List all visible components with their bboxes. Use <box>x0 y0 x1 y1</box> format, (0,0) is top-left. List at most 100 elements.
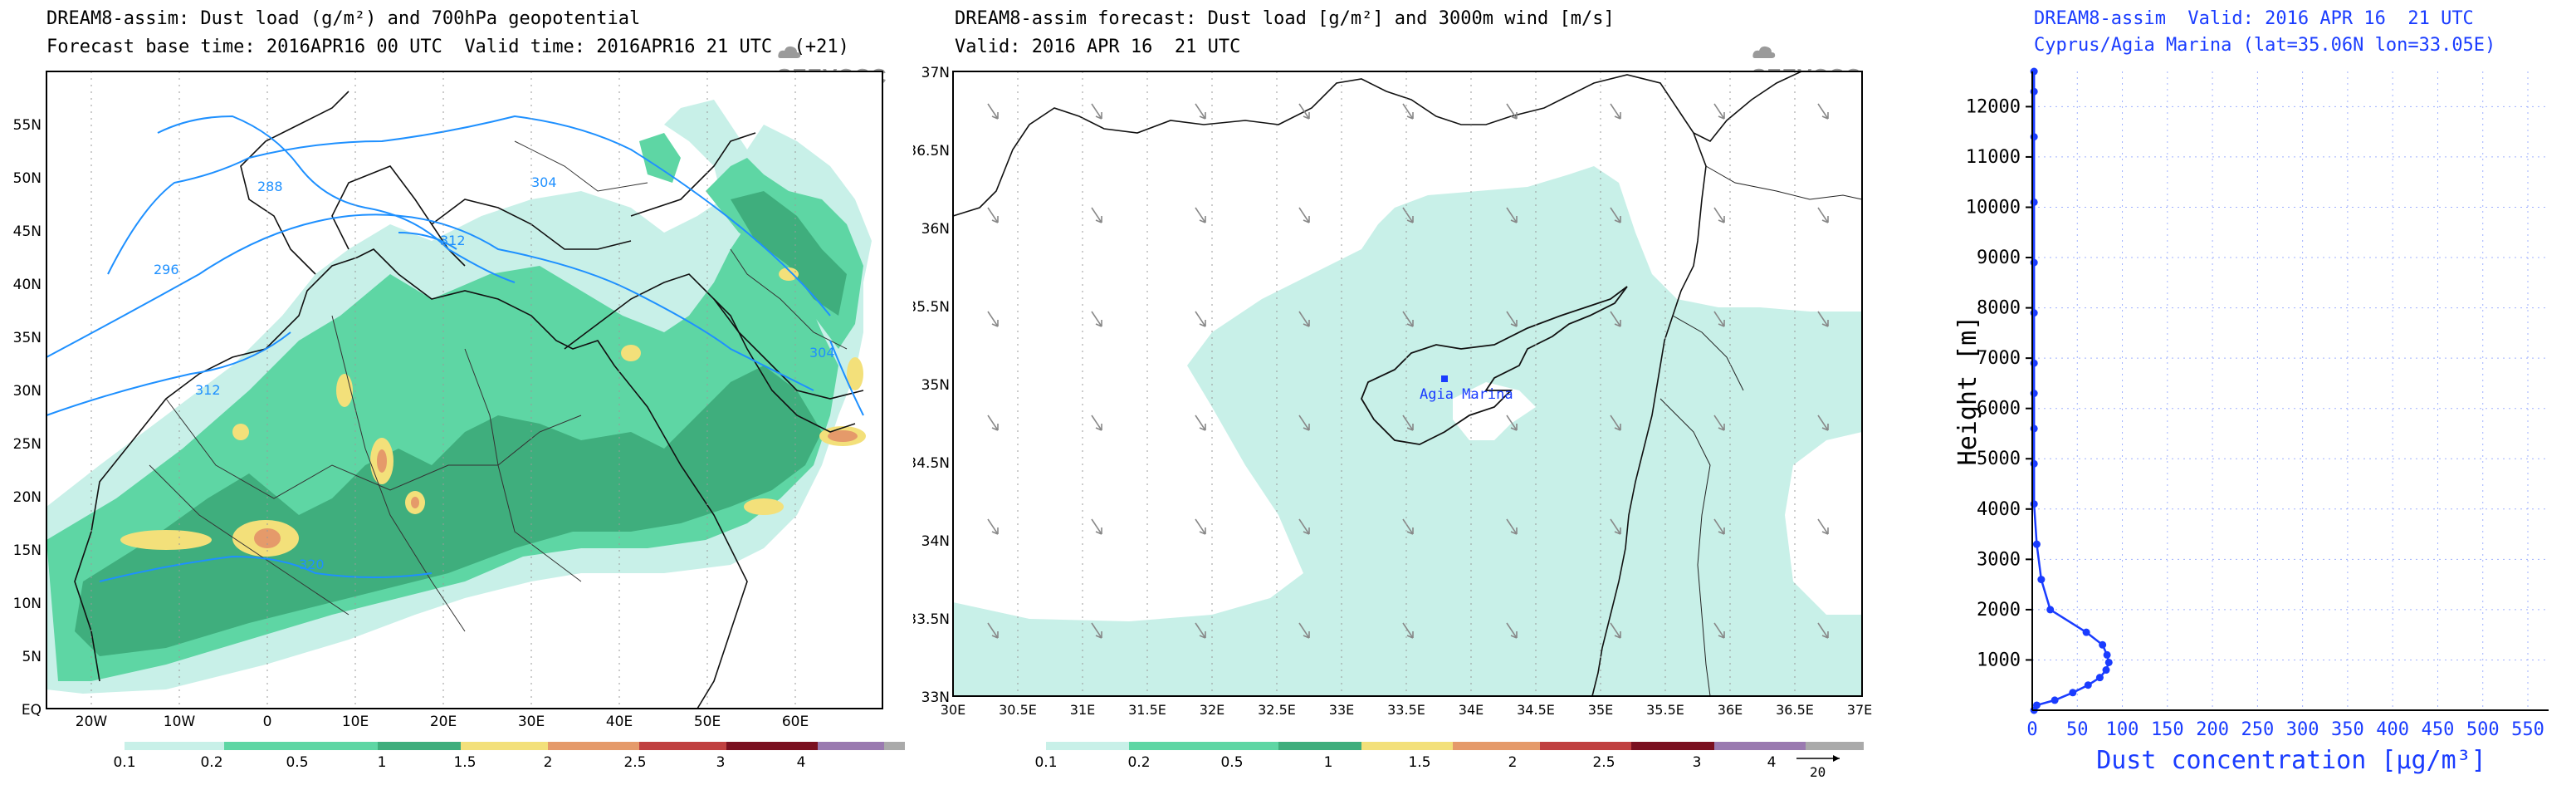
wind-arrow <box>1298 103 1310 120</box>
cbar2-label-2.5: 2.5 <box>1592 754 1615 771</box>
map2-lon-labels: 30E 30.5E 31E 31.5E 32E 32.5E 33E 33.5E … <box>941 702 1872 718</box>
profile-data-point <box>2103 650 2111 659</box>
profile-data-point <box>2032 701 2041 709</box>
cbar1-label-0.5: 0.5 <box>286 754 308 771</box>
lat-55n: 55N <box>13 117 42 134</box>
profile-y-tick-labels: 1000 2000 3000 4000 5000 6000 7000 8000 9000 1000… <box>1966 96 2021 670</box>
map1-lon-labels: 20W 10W 0 10E 20E 30E 40E 50E 60E <box>76 714 809 730</box>
lon-10w: 10W <box>164 714 196 730</box>
panel-regional-dust-map: DREAM8-assim: Dust load (g/m²) and 700hP… <box>0 0 905 785</box>
profile-y-tick-label: 1000 <box>1977 650 2021 670</box>
map1-borders <box>149 140 848 632</box>
cyprus-island-outline <box>1360 286 1628 445</box>
levant-coastline <box>1591 132 1707 697</box>
wind-arrow <box>1298 518 1310 535</box>
contour-label-312a: 312 <box>440 233 466 248</box>
cbar2-label-1.5: 1.5 <box>1408 754 1430 771</box>
turkey-coastline <box>952 71 1802 217</box>
profile-data-point <box>2102 666 2110 675</box>
wind-arrow <box>987 103 999 120</box>
profile-y-tick-label: 7000 <box>1977 348 2021 369</box>
lat-30n: 30N <box>13 383 42 400</box>
lon-0: 0 <box>263 714 272 730</box>
profile-x-tick-label: 350 <box>2331 719 2364 740</box>
map2-clear-area-east <box>1793 453 1862 581</box>
cbar2-label-0.1: 0.1 <box>1034 754 1057 771</box>
wind-arrow <box>1091 518 1102 535</box>
wind-arrow <box>1713 622 1725 639</box>
lon-30e: 30E <box>518 714 545 730</box>
lat-25n: 25N <box>13 436 42 453</box>
cbar1-label-0.1: 0.1 <box>113 754 135 771</box>
map1-colorbar <box>125 742 905 750</box>
cyprus-map: Agia Marina 37N 36.5N 36N 35.5N 35N 34.5… <box>913 65 1872 780</box>
wind-arrow <box>1506 311 1518 327</box>
wind-arrow <box>1713 311 1725 327</box>
cloud-logo-icon <box>778 46 801 59</box>
profile-grid <box>2026 71 2549 710</box>
wind-arrow <box>1506 622 1518 639</box>
wind-arrow <box>987 518 999 535</box>
lat-5n: 5N <box>22 649 42 665</box>
panel2-title-line1: DREAM8-assim forecast: Dust load [g/m²] … <box>955 8 1615 29</box>
wind-arrow <box>1506 415 1518 431</box>
contour-label-304: 304 <box>531 174 557 190</box>
lat-50n: 50N <box>13 170 42 187</box>
panel-cyprus-dust-map: DREAM8-assim forecast: Dust load [g/m²] … <box>913 0 1893 785</box>
wind-arrow <box>1298 622 1310 639</box>
panel1-title-line2: Forecast base time: 2016APR16 00 UTC Val… <box>46 37 849 57</box>
profile-x-tick-labels: 0 50 100 150 200 250 300 350 400 450 500 550 <box>2026 719 2544 740</box>
wind-arrow <box>1298 415 1310 431</box>
wind-arrow <box>1817 518 1829 535</box>
wind-ref-label: 20 <box>1810 764 1826 780</box>
profile-y-tick-label: 12000 <box>1966 96 2021 117</box>
map2-clear-area <box>1453 382 1536 440</box>
profile-y-tick-label: 9000 <box>1977 248 2021 268</box>
wind-arrow <box>1091 103 1102 120</box>
profile-x-tick-label: 450 <box>2422 719 2455 740</box>
profile-x-tick-label: 250 <box>2241 719 2274 740</box>
wind-arrow <box>1817 622 1829 639</box>
cbar1-label-0.2: 0.2 <box>200 754 222 771</box>
wind-arrow <box>1713 103 1725 120</box>
profile-y-tick-label: 5000 <box>1977 449 2021 469</box>
station-marker-agia-marina: Agia Marina <box>1420 375 1513 403</box>
map1-dust-dark-area <box>75 366 822 656</box>
cbar2-label-0.5: 0.5 <box>1220 754 1243 771</box>
cbar2-label-3: 3 <box>1693 754 1702 771</box>
lat2-35n: 35N <box>921 377 950 394</box>
lon2-30.5e: 30.5E <box>999 702 1037 718</box>
map1-contour-labels: 288 296 304 312 312 320 304 <box>154 174 835 572</box>
profile-chart: 1000200030004000500060007000800090001000… <box>1953 67 2549 775</box>
profile-data-point <box>2104 658 2113 666</box>
wind-arrow <box>1402 207 1414 223</box>
profile-y-tick-label: 8000 <box>1977 298 2021 319</box>
map1-geopotential-contours <box>46 115 864 582</box>
profile-data-point <box>2037 576 2046 584</box>
wind-arrow <box>1402 518 1414 535</box>
wind-arrow <box>1506 103 1518 120</box>
profile-x-tick-label: 150 <box>2151 719 2184 740</box>
profile-y-tick-label: 10000 <box>1966 197 2021 218</box>
profile-xlabel: Dust concentration [μg/m³] <box>2096 746 2486 775</box>
lat2-35.5n: 35.5N <box>913 299 950 316</box>
profile-data-point <box>2099 640 2107 649</box>
profile-data-point <box>2051 696 2059 704</box>
wind-arrow <box>987 415 999 431</box>
wind-arrow <box>1610 622 1621 639</box>
map2-frame <box>952 71 1863 697</box>
lon-20e: 20E <box>430 714 457 730</box>
lon2-33.5e: 33.5E <box>1387 702 1425 718</box>
lat2-33.5n: 33.5N <box>913 611 950 628</box>
profile-data-point <box>2082 628 2090 636</box>
contour-label-304b: 304 <box>809 345 835 361</box>
wind-arrow <box>1091 622 1102 639</box>
panel-vertical-profile: DREAM8-assim Valid: 2016 APR 16 21 UTC C… <box>1909 0 2576 785</box>
lon2-31.5e: 31.5E <box>1128 702 1166 718</box>
cbar1-label-4: 4 <box>797 754 806 771</box>
profile-data-point <box>2069 689 2077 697</box>
wind-arrow <box>1402 415 1414 431</box>
wind-arrow <box>1298 311 1310 327</box>
lat2-37n: 37N <box>921 65 950 81</box>
map2-colorbar-labels: 0.1 0.2 0.5 1 1.5 2 2.5 3 4 <box>1034 754 1776 771</box>
